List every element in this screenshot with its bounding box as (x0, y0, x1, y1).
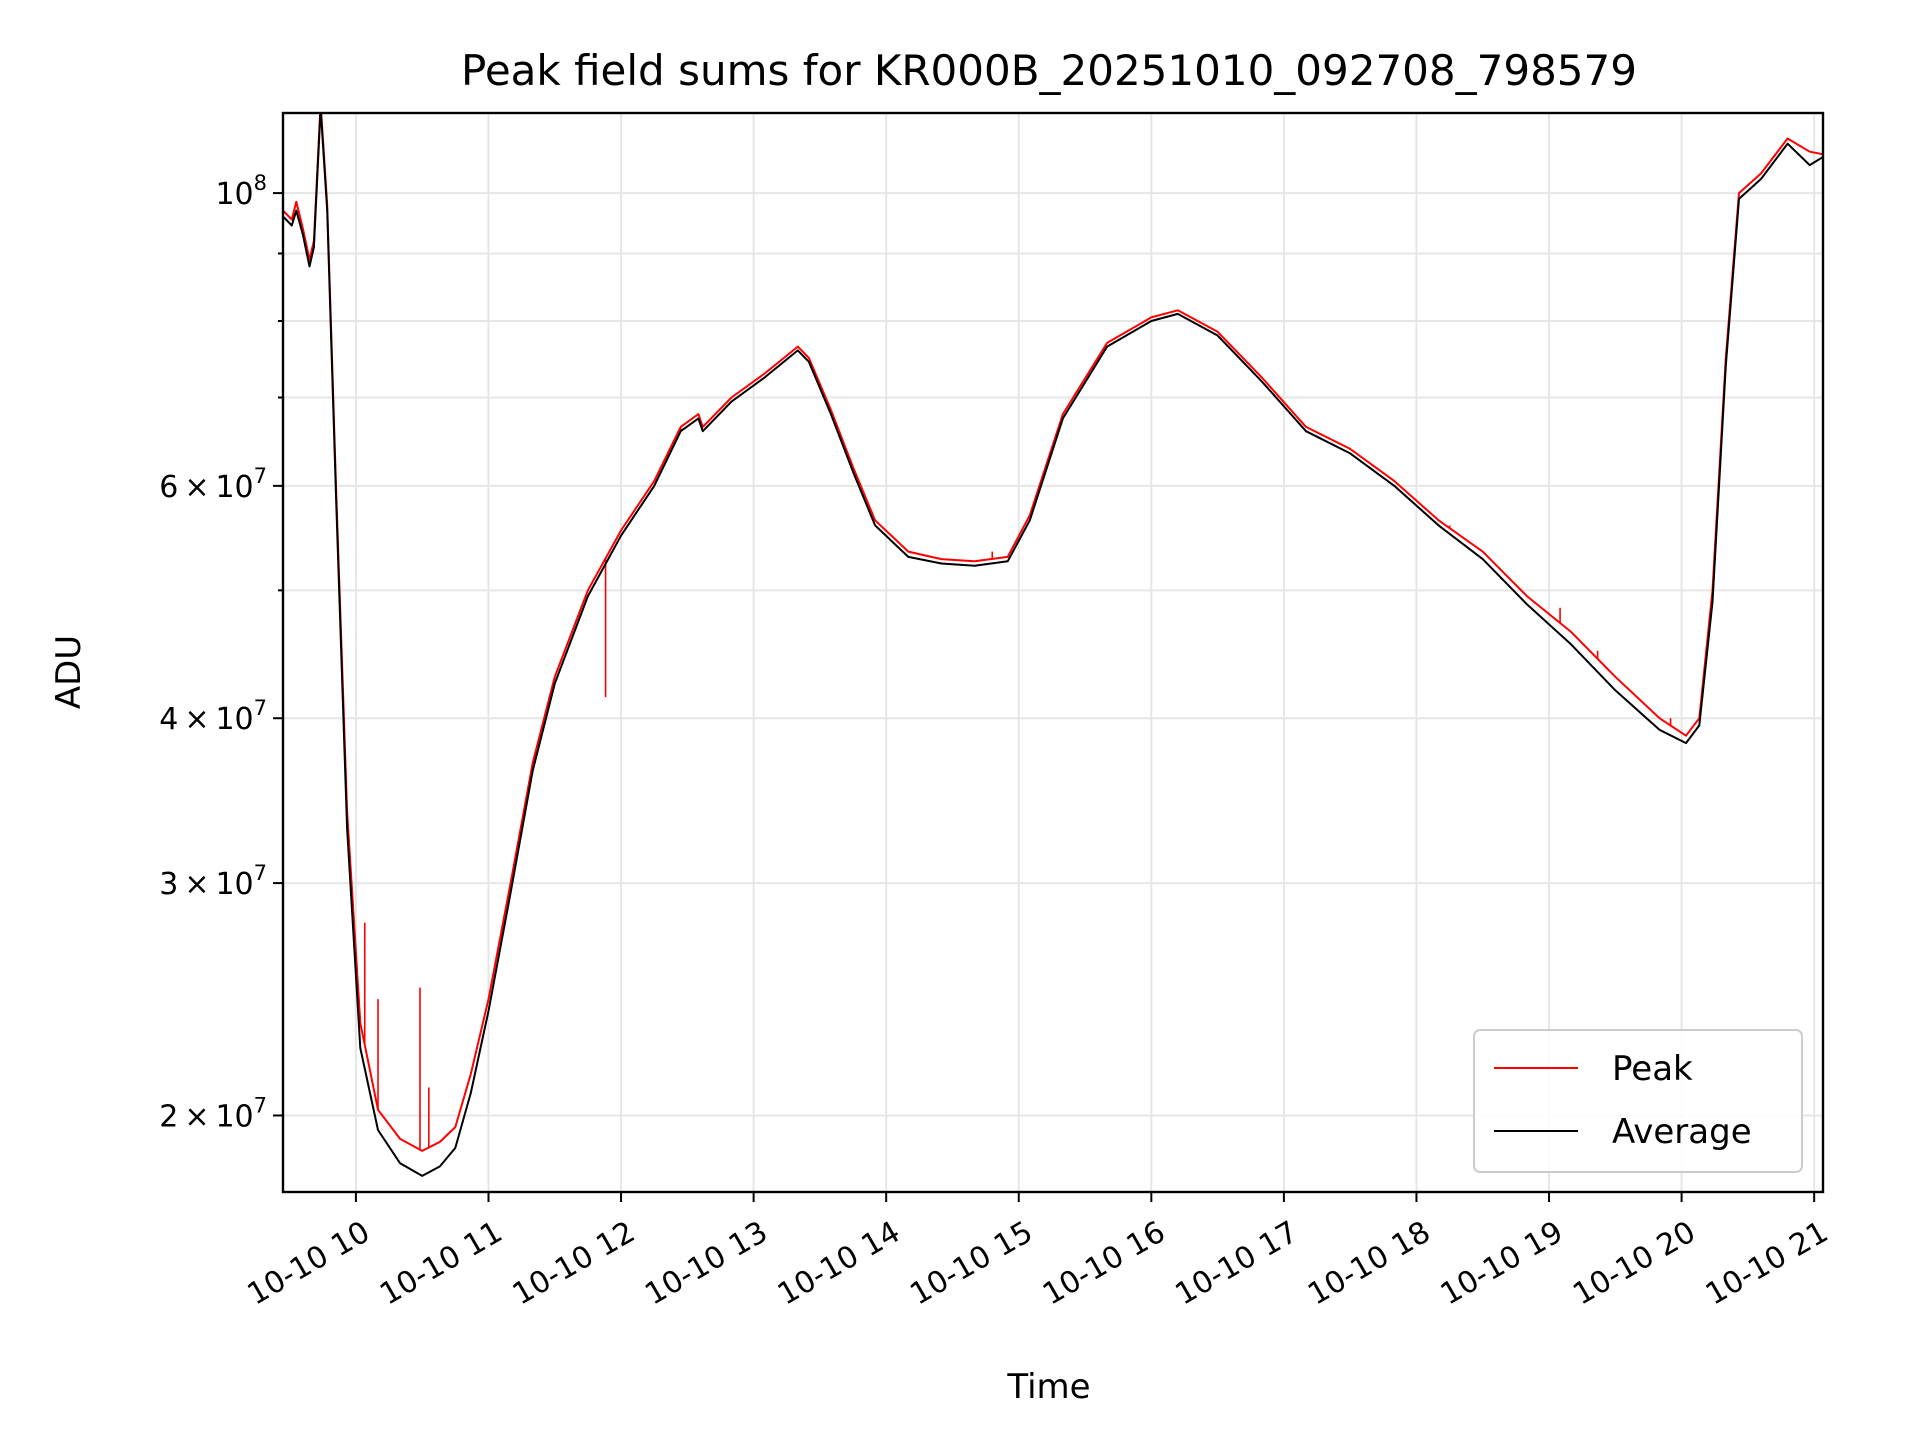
legend-label-peak: Peak (1612, 1049, 1693, 1089)
y-tick-label: 4 × 107 (159, 696, 267, 737)
legend: Peak Average (1473, 1029, 1803, 1173)
chart-title: Peak field sums for KR000B_20251010_0927… (461, 46, 1637, 95)
x-axis-label: Time (1006, 1367, 1090, 1407)
plot-frame (281, 111, 1825, 1194)
series-line-average (283, 113, 1823, 1177)
gridlines (283, 113, 1823, 1192)
y-axis-label: ADU (49, 635, 89, 709)
y-tick-label: 2 × 107 (159, 1093, 267, 1134)
y-tick-label: 108 (215, 171, 267, 212)
legend-box (1473, 1029, 1803, 1173)
y-tick-label: 6 × 107 (159, 464, 267, 505)
y-tick-label: 3 × 107 (159, 861, 267, 902)
legend-label-average: Average (1612, 1112, 1752, 1152)
plot-area (283, 113, 1823, 1177)
series-line-peak (283, 113, 1823, 1152)
